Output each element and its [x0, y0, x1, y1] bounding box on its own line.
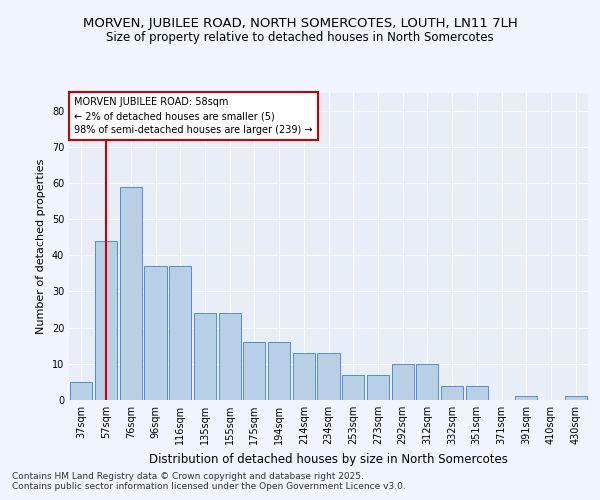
Text: MORVEN, JUBILEE ROAD, NORTH SOMERCOTES, LOUTH, LN11 7LH: MORVEN, JUBILEE ROAD, NORTH SOMERCOTES, …: [83, 18, 517, 30]
Bar: [268, 342, 290, 400]
Bar: [243, 342, 265, 400]
Bar: [392, 364, 414, 400]
Bar: [416, 364, 439, 400]
Bar: [119, 186, 142, 400]
Bar: [194, 313, 216, 400]
Bar: [293, 353, 315, 400]
Bar: [145, 266, 167, 400]
Bar: [70, 382, 92, 400]
Text: Contains HM Land Registry data © Crown copyright and database right 2025.: Contains HM Land Registry data © Crown c…: [12, 472, 364, 481]
Bar: [218, 313, 241, 400]
Bar: [367, 374, 389, 400]
Text: MORVEN JUBILEE ROAD: 58sqm
← 2% of detached houses are smaller (5)
98% of semi-d: MORVEN JUBILEE ROAD: 58sqm ← 2% of detac…: [74, 97, 313, 135]
Y-axis label: Number of detached properties: Number of detached properties: [36, 158, 46, 334]
Bar: [317, 353, 340, 400]
Text: Size of property relative to detached houses in North Somercotes: Size of property relative to detached ho…: [106, 31, 494, 44]
Text: Contains public sector information licensed under the Open Government Licence v3: Contains public sector information licen…: [12, 482, 406, 491]
Bar: [466, 386, 488, 400]
Bar: [342, 374, 364, 400]
Bar: [169, 266, 191, 400]
Bar: [95, 241, 117, 400]
Bar: [515, 396, 538, 400]
X-axis label: Distribution of detached houses by size in North Somercotes: Distribution of detached houses by size …: [149, 452, 508, 466]
Bar: [565, 396, 587, 400]
Bar: [441, 386, 463, 400]
